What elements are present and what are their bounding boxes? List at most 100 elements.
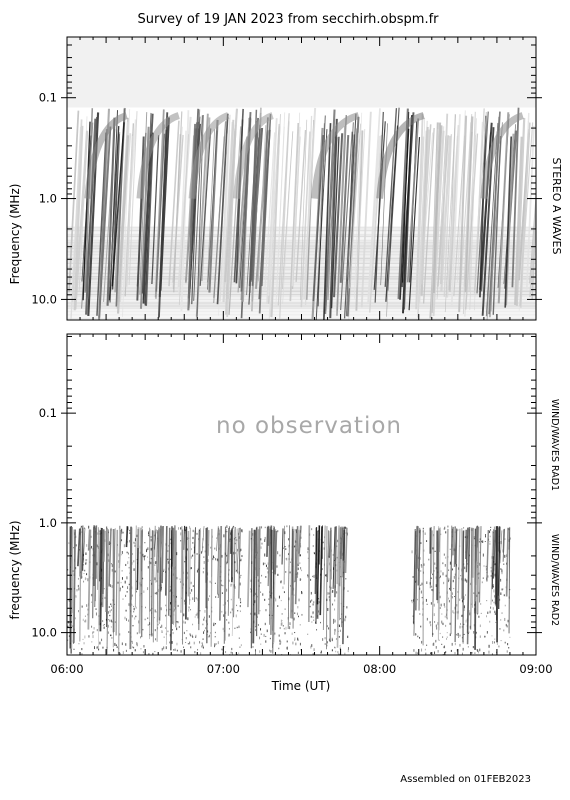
speckle	[204, 609, 206, 613]
speckle	[221, 554, 223, 558]
speckle	[117, 581, 119, 584]
speckle	[236, 604, 238, 607]
stereo-a-waves-label: STEREO A WAVES	[550, 158, 563, 255]
speckle	[127, 541, 129, 543]
speckle	[506, 650, 508, 653]
radio-streak	[257, 529, 260, 577]
speckle	[447, 525, 449, 528]
speckle	[150, 558, 152, 560]
radio-streak	[294, 526, 299, 605]
speckle	[190, 609, 192, 611]
type-iii-burst	[436, 135, 446, 300]
radio-streak	[315, 527, 318, 625]
speckle	[442, 572, 444, 576]
radio-streak	[253, 530, 256, 595]
speckle	[317, 610, 319, 613]
speckle	[230, 598, 232, 601]
speckle	[451, 592, 453, 595]
speckle	[255, 628, 257, 632]
speckle	[312, 545, 314, 548]
speckle	[339, 624, 341, 628]
radio-streak	[332, 526, 336, 589]
speckle	[125, 609, 127, 612]
type-iii-burst	[408, 137, 421, 311]
speckle	[165, 614, 167, 617]
speckle	[210, 546, 212, 549]
speckle	[214, 643, 216, 646]
radio-streak	[235, 528, 238, 573]
speckle	[455, 633, 457, 636]
speckle	[254, 651, 256, 655]
speckle	[103, 626, 105, 629]
type-iii-burst	[221, 133, 229, 285]
speckle	[155, 638, 157, 641]
radio-streak	[298, 525, 302, 554]
type-iii-burst	[515, 117, 526, 306]
speckle	[203, 618, 205, 621]
speckle	[108, 619, 110, 621]
speckle	[155, 561, 157, 564]
speckle	[96, 646, 98, 649]
speckle	[119, 652, 121, 655]
type-iii-burst	[397, 108, 409, 300]
speckle	[412, 576, 414, 578]
speckle	[114, 570, 116, 573]
speckle	[471, 652, 473, 654]
speckle	[176, 627, 178, 631]
speckle	[420, 542, 422, 544]
speckle	[127, 552, 129, 555]
speckle	[131, 642, 133, 644]
speckle	[167, 630, 169, 633]
radio-streak	[72, 529, 76, 643]
assembled-date-label: Assembled on 01FEB2023	[400, 774, 531, 785]
speckle	[152, 652, 154, 655]
speckle	[283, 547, 285, 549]
speckle	[215, 596, 217, 598]
speckle	[180, 527, 182, 530]
type-iii-burst	[453, 135, 466, 297]
speckle	[492, 586, 494, 588]
type-iii-burst	[406, 118, 420, 283]
type-iii-burst	[339, 134, 350, 283]
speckle	[230, 651, 232, 654]
type-iii-burst	[289, 122, 300, 302]
speckle	[238, 536, 240, 539]
type-iii-burst	[168, 120, 180, 287]
speckle	[148, 531, 150, 533]
radio-streak	[486, 529, 490, 582]
type-iii-burst	[195, 113, 209, 317]
type-iii-burst	[145, 132, 154, 306]
speckle	[221, 648, 223, 651]
speckle	[491, 635, 493, 637]
speckle	[439, 607, 441, 609]
speckle	[284, 608, 286, 610]
speckle	[68, 635, 70, 637]
y-tick-label: 0.1	[39, 91, 57, 105]
speckle	[297, 615, 299, 618]
speckle	[136, 534, 138, 537]
speckle	[440, 603, 442, 607]
speckle	[264, 622, 266, 626]
speckle	[234, 586, 236, 589]
speckle	[486, 631, 488, 634]
speckle	[430, 652, 432, 655]
speckle	[143, 590, 145, 593]
speckle	[486, 600, 488, 602]
speckle	[230, 583, 232, 587]
type-iii-burst	[464, 116, 474, 293]
radio-streak	[236, 528, 240, 574]
type-iii-burst	[106, 117, 116, 306]
speckle	[67, 639, 69, 641]
speckle	[125, 563, 127, 567]
speckle	[176, 576, 178, 580]
speckle	[203, 629, 205, 632]
speckle	[448, 569, 450, 571]
burst-envelope	[136, 112, 181, 199]
speckle	[327, 607, 329, 611]
speckle	[103, 623, 105, 626]
radio-streak	[314, 527, 317, 595]
speckle	[75, 544, 77, 547]
speckle	[285, 548, 287, 551]
no-observation-label: no observation	[216, 413, 402, 439]
speckle	[415, 651, 417, 655]
